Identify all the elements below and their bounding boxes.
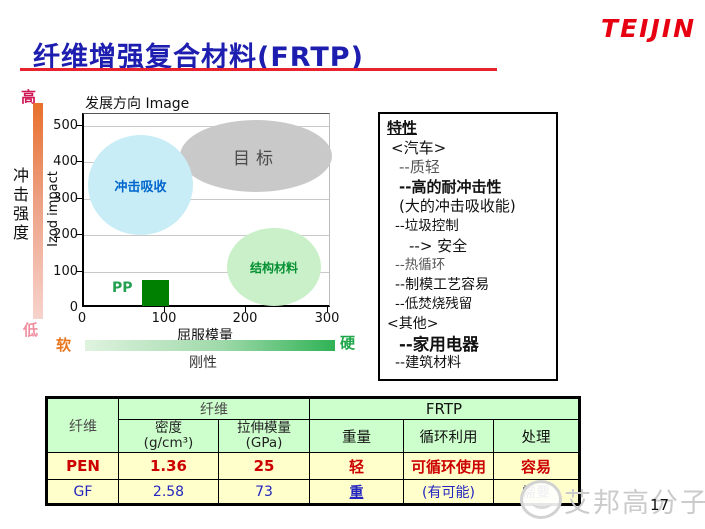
y-tick-500: 500 <box>53 118 78 133</box>
col-header-disposal: 处理 <box>492 419 581 453</box>
y-tickmark <box>76 161 82 162</box>
pen-disposal: 容易 <box>492 452 581 480</box>
table-row-gf: GF 2.58 73 重 (有可能) 需要 <box>46 479 581 505</box>
y-axis-high-label: 高 <box>21 88 37 106</box>
gridline-500 <box>84 126 329 127</box>
page-title: 纤维增强复合材料(FRTP) <box>33 42 364 73</box>
x-tickmark <box>245 307 246 312</box>
x-tick-0: 0 <box>77 311 87 326</box>
y-axis-concept-label: 冲击强度 <box>10 167 29 243</box>
gf-recycling: (有可能) <box>403 479 494 505</box>
x-tick-300: 300 <box>314 311 340 326</box>
feature-line: --> 安全 <box>409 236 468 255</box>
feature-line: --热循环 <box>395 257 446 274</box>
y-tickmark <box>76 198 82 199</box>
pen-recycling: 可循环使用 <box>403 452 494 480</box>
feature-line: --家用电器 <box>399 334 479 354</box>
feature-line: --制模工艺容易 <box>395 276 490 293</box>
table-row-pen: PEN 1.36 25 轻 可循环使用 容易 <box>46 452 581 480</box>
density-label: 密度 <box>155 420 182 436</box>
x-tick-200: 200 <box>232 311 258 326</box>
tensile-modulus-unit: (GPa) <box>245 435 283 451</box>
pen-modulus: 25 <box>218 452 310 480</box>
page-number: 17 <box>650 496 670 514</box>
gridline-300 <box>84 199 329 200</box>
gridline-100 <box>84 272 329 273</box>
y-tick-300: 300 <box>53 191 78 206</box>
x-tickmark <box>327 307 328 312</box>
pen-density: 1.36 <box>118 452 219 480</box>
teijin-logo: TEIJIN <box>601 14 696 43</box>
bubble-structural-material-label: 结构材料 <box>249 260 298 275</box>
pen-name: PEN <box>46 452 119 480</box>
density-unit: (g/cm³) <box>143 435 194 451</box>
bubble-target-label: 目标 <box>233 148 279 169</box>
bubble-impact-absorption-label: 冲击吸收 <box>114 179 167 195</box>
bubble-structural-material: 结构材料 <box>227 228 321 306</box>
feature-line: <其他> <box>387 315 439 332</box>
feature-line: --高的耐冲击性 <box>399 177 502 196</box>
y-tickmark <box>76 234 82 235</box>
title-underline <box>20 68 497 71</box>
x-axis-concept-label: 刚性 <box>189 355 217 371</box>
features-box: 特性 <汽车> --质轻 --高的耐冲击性 (大的冲击吸收能) --垃圾控制 -… <box>378 112 558 381</box>
y-tickmark <box>76 271 82 272</box>
x-tickmark <box>164 307 165 312</box>
feature-line: --质轻 <box>399 158 440 177</box>
feature-line: --垃圾控制 <box>395 217 459 234</box>
col-header-tensile-modulus: 拉伸模量 (GPa) <box>218 419 310 453</box>
y-tickmark <box>76 125 82 126</box>
feature-line: --建筑材料 <box>395 355 462 372</box>
feature-line: (大的冲击吸收能) <box>399 197 516 216</box>
pp-data-marker <box>142 280 169 306</box>
y-tick-200: 200 <box>53 227 78 242</box>
gf-modulus: 73 <box>218 479 310 505</box>
gf-density: 2.58 <box>118 479 219 505</box>
y-tick-0: 0 <box>69 300 78 315</box>
x-tick-100: 100 <box>151 311 177 326</box>
fiber-comparison-table: 纤维 纤维 FRTP 密度 (g/cm³) 拉伸模量 (GPa) 重量 循环利用… <box>45 396 582 506</box>
features-title: 特性 <box>387 119 418 137</box>
y-tick-400: 400 <box>53 154 78 169</box>
tensile-modulus-label: 拉伸模量 <box>237 420 291 436</box>
y-tick-100: 100 <box>53 264 78 279</box>
gridline-200 <box>84 235 329 236</box>
y-axis-low-label: 低 <box>23 321 39 339</box>
pp-label: PP <box>112 280 133 296</box>
chart-title: 发展方向 Image <box>85 96 190 112</box>
watermark-wave-shape <box>532 497 552 509</box>
gf-weight: 重 <box>309 479 404 505</box>
col-header-density: 密度 (g/cm³) <box>118 419 219 453</box>
x-soft-label: 软 <box>56 336 72 354</box>
impact-gradient-bar <box>33 103 43 319</box>
feature-line: --低焚烧残留 <box>395 296 473 313</box>
bubble-impact-absorption: 冲击吸收 <box>88 135 193 235</box>
pen-weight: 轻 <box>309 452 404 480</box>
feature-line: <汽车> <box>391 138 447 157</box>
group-header-fiber: 纤维 <box>118 397 310 420</box>
group-header-frtp: FRTP <box>308 397 581 420</box>
gf-name: GF <box>46 479 119 505</box>
bubble-target: 目标 <box>180 120 332 192</box>
col-header-recycling: 循环利用 <box>403 419 494 453</box>
rigidity-gradient-bar <box>85 340 335 351</box>
col-header-weight: 重量 <box>309 419 404 453</box>
col-header-fiber: 纤维 <box>46 397 119 453</box>
watermark-text: 艾邦高分子 <box>564 488 705 519</box>
watermark-logo-icon <box>520 480 562 519</box>
x-hard-label: 硬 <box>340 334 356 352</box>
